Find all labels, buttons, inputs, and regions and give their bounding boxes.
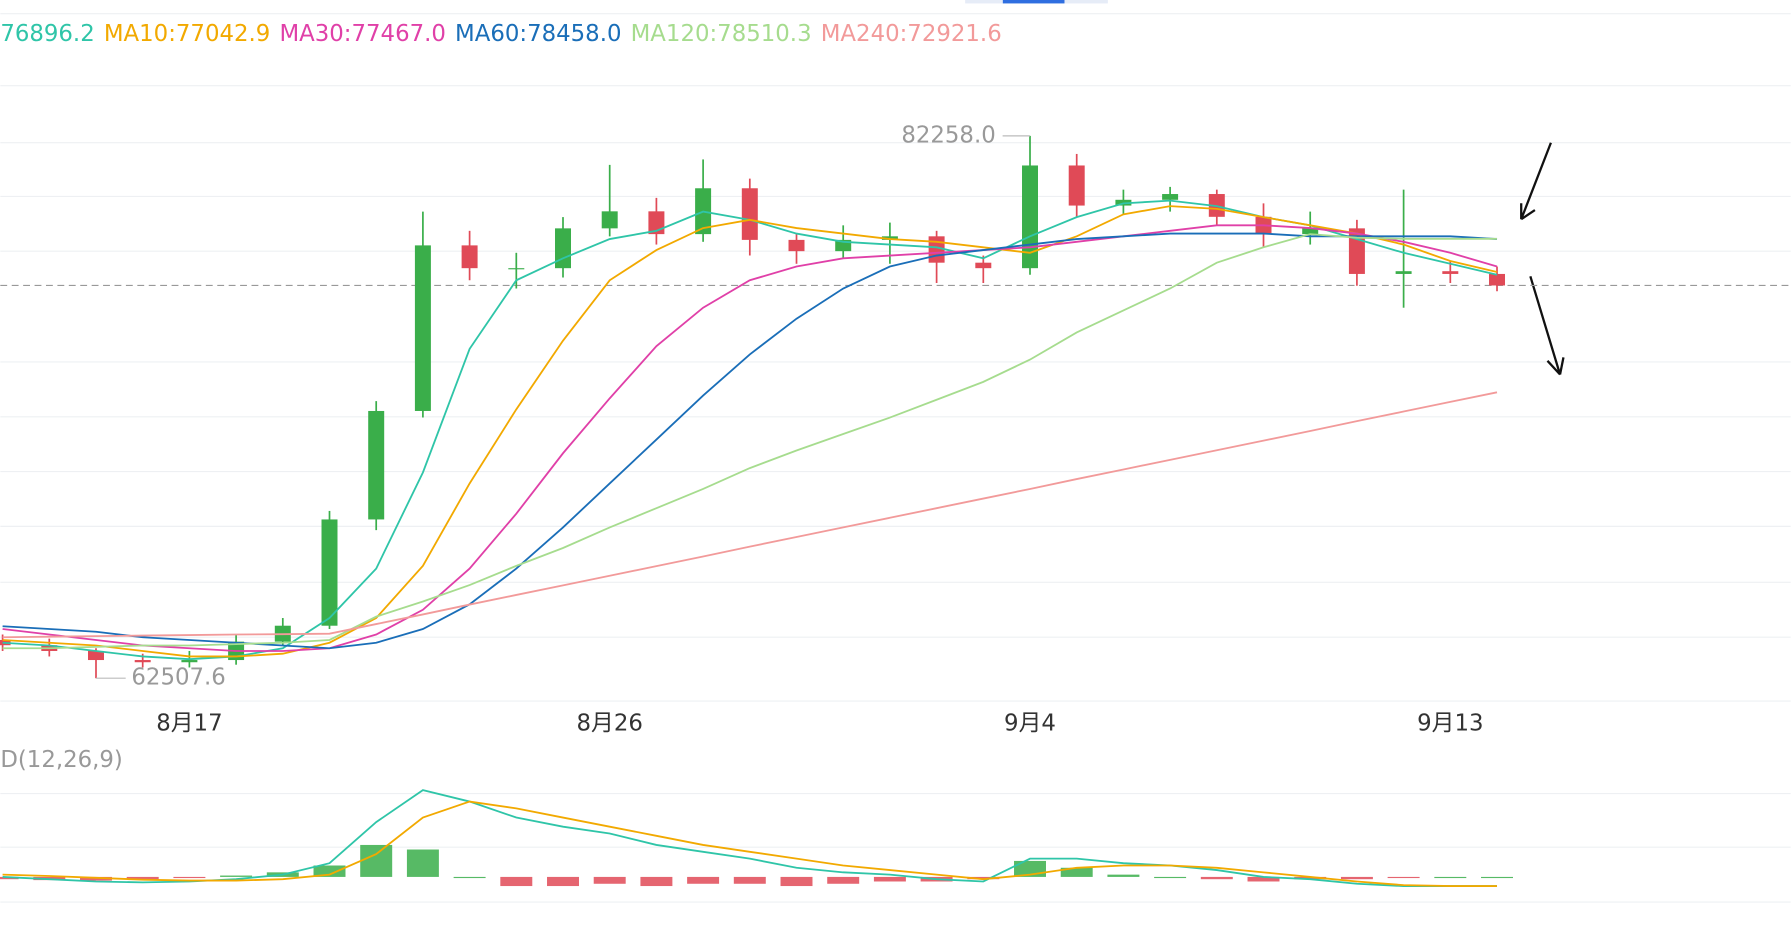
macd-bar bbox=[500, 876, 533, 887]
macd-bar bbox=[733, 876, 766, 884]
legend-entry: 76896.2 bbox=[0, 21, 94, 47]
macd-bar bbox=[1060, 867, 1093, 877]
candle-body bbox=[788, 239, 805, 252]
macd-bar bbox=[453, 876, 486, 879]
macd-bar bbox=[873, 876, 906, 882]
candle-body bbox=[1395, 271, 1412, 274]
macd-bar bbox=[593, 876, 626, 884]
candle-body bbox=[321, 519, 338, 626]
macd-bar bbox=[1434, 876, 1467, 879]
candle-body bbox=[134, 660, 151, 663]
x-tick-label: 8月17 bbox=[156, 710, 222, 736]
candle-body bbox=[508, 268, 525, 270]
annotation-label: 82258.0 bbox=[901, 122, 995, 148]
macd-bar bbox=[313, 865, 346, 877]
ma-line bbox=[2, 233, 1498, 650]
macd-bar bbox=[360, 844, 393, 877]
macd-bar bbox=[547, 876, 579, 887]
legend-entry: MA30:77467.0 bbox=[279, 21, 445, 47]
macd-bar bbox=[1154, 876, 1187, 879]
macd-bar bbox=[1481, 876, 1513, 879]
macd-bar bbox=[220, 875, 253, 877]
candle-body bbox=[414, 245, 431, 411]
macd-bar bbox=[1200, 876, 1233, 880]
macd-bar bbox=[1247, 876, 1280, 882]
candle-body bbox=[555, 228, 571, 269]
candle-body bbox=[1489, 273, 1506, 286]
candle-body bbox=[368, 410, 385, 520]
candle-body bbox=[1302, 228, 1319, 235]
ma-line bbox=[2, 205, 1498, 658]
legend-entry: MA240:72921.6 bbox=[821, 21, 1002, 47]
macd-bar bbox=[780, 876, 813, 887]
macd-bar bbox=[640, 876, 673, 887]
candle-body bbox=[835, 239, 852, 252]
macd-bar bbox=[1294, 876, 1327, 880]
legend-entry: MA10:77042.9 bbox=[104, 21, 270, 47]
macd-bar bbox=[1340, 876, 1373, 880]
macd-bar bbox=[687, 876, 720, 884]
candle-body bbox=[601, 211, 618, 229]
candle-body bbox=[181, 660, 198, 663]
candle-body bbox=[461, 245, 478, 269]
candle-body bbox=[741, 188, 758, 240]
macd-bar bbox=[827, 876, 860, 884]
candle-body bbox=[1022, 165, 1038, 269]
candle-body bbox=[88, 650, 104, 661]
candle-body bbox=[1162, 194, 1179, 200]
legend-entry: MA60:78458.0 bbox=[455, 21, 621, 47]
macd-bar bbox=[1107, 874, 1140, 877]
ma-line bbox=[2, 800, 1498, 887]
candle-body bbox=[881, 236, 898, 240]
macd-bar bbox=[173, 876, 206, 879]
tab-active bbox=[1002, 0, 1065, 4]
legend-entry: MA120:78510.3 bbox=[631, 21, 812, 47]
macd-title: D(12,26,9) bbox=[0, 747, 123, 773]
x-tick-label: 9月13 bbox=[1417, 710, 1483, 736]
macd-bar bbox=[126, 876, 159, 880]
candle-body bbox=[1442, 271, 1459, 274]
ma-line bbox=[2, 199, 1498, 661]
candle-body bbox=[975, 262, 992, 269]
x-tick-label: 9月4 bbox=[1004, 710, 1056, 736]
macd-bar bbox=[1387, 876, 1420, 879]
ma-line bbox=[2, 232, 1498, 650]
grid bbox=[0, 13, 1791, 903]
ma-line bbox=[2, 789, 1498, 887]
macd-bar bbox=[967, 876, 1000, 880]
macd-bar bbox=[406, 849, 439, 877]
annotation-label: 62507.6 bbox=[131, 665, 225, 691]
ma-line bbox=[2, 391, 1498, 639]
candle-body bbox=[1068, 165, 1085, 206]
x-tick-label: 8月26 bbox=[576, 710, 642, 736]
arrows bbox=[1520, 142, 1565, 376]
ma-line bbox=[2, 224, 1498, 652]
